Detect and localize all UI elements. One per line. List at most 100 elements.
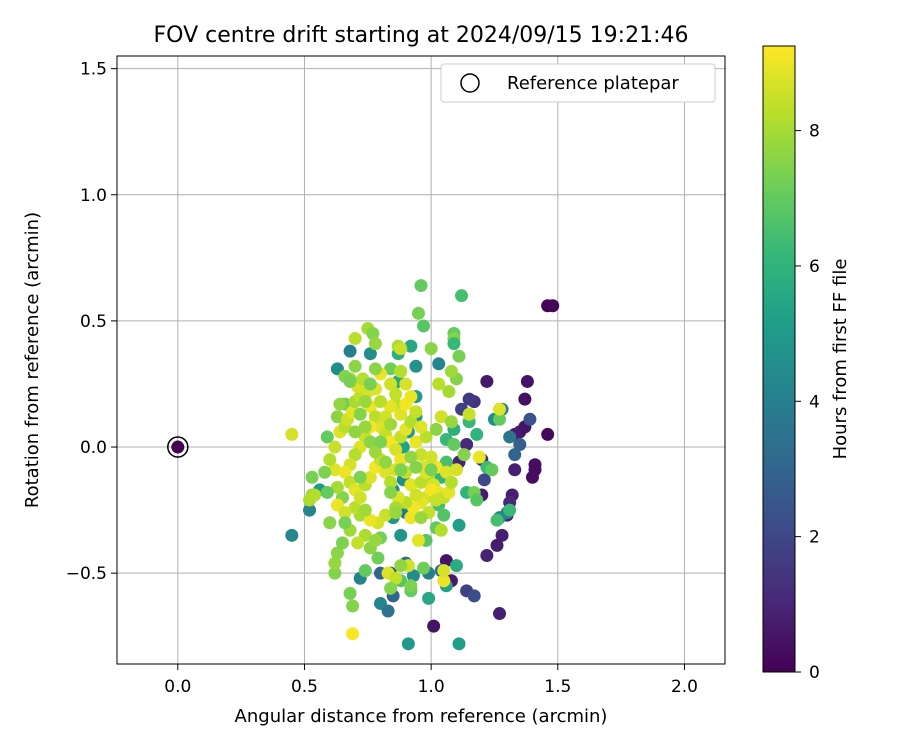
data-point: [404, 390, 418, 404]
data-point: [434, 523, 448, 537]
data-point: [399, 377, 413, 391]
colorbar-label: Hours from first FF file: [830, 259, 851, 460]
data-point: [363, 470, 377, 484]
data-point: [348, 448, 362, 462]
data-point: [373, 395, 387, 409]
data-point: [330, 480, 344, 494]
data-point: [444, 415, 458, 429]
data-point: [442, 485, 456, 499]
data-point: [414, 448, 428, 462]
data-point: [338, 506, 352, 520]
data-point: [493, 607, 507, 621]
data-point: [452, 637, 466, 651]
data-point: [414, 420, 428, 434]
colorbar-tick-label: 4: [809, 392, 820, 412]
data-point: [363, 513, 377, 527]
data-point: [470, 493, 484, 507]
data-point: [394, 528, 408, 542]
data-point: [343, 344, 357, 358]
data-point: [409, 460, 423, 474]
data-point: [449, 463, 463, 477]
reference-point-dot: [171, 440, 185, 454]
x-tick-label: 1.5: [544, 677, 571, 697]
data-point: [523, 412, 537, 426]
data-point: [422, 591, 436, 605]
data-point: [417, 561, 431, 575]
x-tick-label: 0.0: [164, 677, 191, 697]
data-point: [338, 465, 352, 479]
colorbar-tick-label: 2: [809, 528, 820, 548]
data-point: [490, 513, 504, 527]
data-point: [452, 349, 466, 363]
plot-frame: [116, 55, 726, 665]
data-point: [394, 407, 408, 421]
data-point: [409, 359, 423, 373]
data-point: [353, 490, 367, 504]
data-point: [404, 511, 418, 525]
colorbar-ticks: 0 2 4 6 8: [795, 122, 820, 683]
data-point: [439, 554, 453, 568]
data-point: [335, 536, 349, 550]
data-point: [343, 374, 357, 388]
data-point: [389, 443, 403, 457]
data-point: [394, 364, 408, 378]
data-point: [328, 463, 342, 477]
data-point: [348, 332, 362, 346]
data-point: [384, 362, 398, 376]
data-point: [409, 488, 423, 502]
x-axis-label: Angular distance from reference (arcmin): [235, 706, 608, 727]
data-point: [389, 571, 403, 585]
data-point: [452, 518, 466, 532]
data-point: [462, 392, 476, 406]
data-point: [411, 533, 425, 547]
data-point: [490, 538, 504, 552]
data-point: [414, 511, 428, 525]
data-point: [368, 445, 382, 459]
data-point: [351, 536, 365, 550]
y-tick-label: −0.5: [66, 564, 107, 584]
data-point: [384, 377, 398, 391]
data-point: [434, 410, 448, 424]
data-point: [394, 342, 408, 356]
data-point: [411, 306, 425, 320]
data-point: [480, 374, 494, 388]
colorbar-tick-label: 8: [809, 122, 820, 142]
chart-title: FOV centre drift starting at 2024/09/15 …: [154, 23, 689, 48]
data-point: [427, 619, 441, 633]
data-point: [285, 427, 299, 441]
data-point: [470, 427, 484, 441]
legend-label: Reference platepar: [507, 73, 679, 94]
data-point: [449, 559, 463, 573]
data-point: [353, 470, 367, 484]
data-point: [323, 453, 337, 467]
data-point: [348, 359, 362, 373]
data-point: [358, 564, 372, 578]
x-tick-label: 1.0: [418, 677, 445, 697]
data-point: [379, 465, 393, 479]
data-point: [353, 407, 367, 421]
data-point: [444, 475, 458, 489]
data-point: [541, 427, 555, 441]
data-point: [333, 397, 347, 411]
data-point: [409, 405, 423, 419]
data-point: [384, 475, 398, 489]
data-point: [368, 410, 382, 424]
data-point: [460, 438, 474, 452]
data-point: [437, 564, 451, 578]
data-point: [348, 425, 362, 439]
reference-marker-group: [167, 436, 189, 458]
data-point: [432, 377, 446, 391]
data-point: [462, 407, 476, 421]
data-point: [379, 455, 393, 469]
colorbar-gradient: [762, 45, 796, 673]
data-point: [363, 435, 377, 449]
data-point: [513, 438, 527, 452]
y-tick-label: 1.5: [80, 60, 107, 80]
y-tick-label: 0.5: [80, 312, 107, 332]
colorbar: 0 2 4 6 8 Hours from first FF file: [762, 45, 851, 683]
data-point: [417, 319, 431, 333]
colorbar-tick-label: 0: [809, 663, 820, 683]
data-point: [439, 465, 453, 479]
data-point: [467, 589, 481, 603]
